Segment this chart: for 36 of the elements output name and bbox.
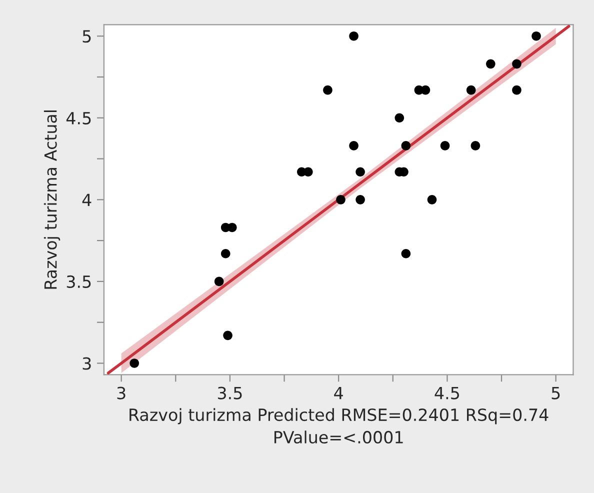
point: [512, 59, 522, 69]
point: [214, 276, 224, 286]
y-tick-label: 5: [82, 30, 91, 43]
point: [130, 358, 140, 368]
point: [486, 59, 496, 69]
point: [470, 141, 480, 150]
point: [304, 167, 313, 177]
point: [420, 85, 430, 95]
point: [512, 85, 522, 95]
y-tick-label: 3.5: [66, 275, 91, 288]
x-tick-label: 5: [552, 387, 560, 400]
x-axis-title: Razvoj turizma Predicted RMSE=0.2401 RSq=0.74 PValue=<.0001: [130, 408, 548, 444]
point: [532, 31, 541, 41]
y-tick-label: 3: [82, 357, 91, 370]
x-tick-label: 4.5: [434, 387, 460, 400]
point: [466, 85, 476, 95]
point: [401, 141, 411, 150]
point: [223, 330, 232, 340]
x-tick-label: 3.5: [218, 386, 242, 400]
point: [356, 167, 365, 177]
point: [349, 31, 358, 41]
y-tick-label: 4: [82, 194, 92, 206]
point: [427, 195, 437, 204]
point: [323, 85, 332, 95]
y-tick-label: 4.5: [66, 112, 91, 124]
point: [349, 141, 358, 150]
point: [356, 195, 365, 204]
point: [220, 248, 230, 258]
point: [440, 141, 450, 150]
point: [227, 222, 237, 232]
point: [394, 113, 404, 123]
x-tick-label: 3: [117, 386, 126, 400]
point: [336, 195, 346, 204]
y-axis-title: Razvoj turizma Actual: [44, 110, 60, 289]
point: [401, 248, 411, 258]
x-tick-label: 4: [334, 387, 343, 400]
